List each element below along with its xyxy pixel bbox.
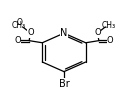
Text: O: O [27, 28, 34, 37]
Text: N: N [60, 28, 68, 38]
Text: O: O [107, 36, 113, 45]
Text: Br: Br [59, 79, 69, 89]
Text: O: O [16, 18, 22, 27]
Text: CH₃: CH₃ [102, 21, 116, 30]
Text: O: O [15, 36, 21, 45]
Text: CH₃: CH₃ [12, 21, 26, 30]
Text: O: O [94, 28, 101, 37]
